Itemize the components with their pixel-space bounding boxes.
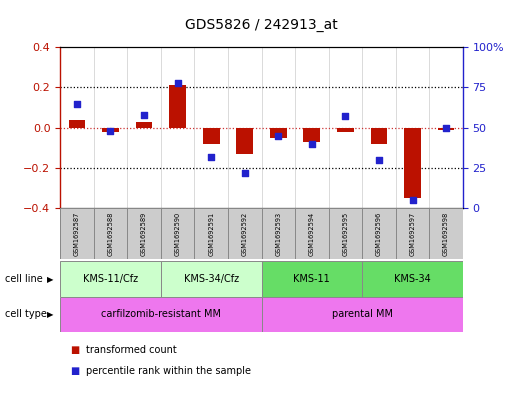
Text: GSM1692595: GSM1692595 <box>343 212 348 256</box>
Text: GSM1692592: GSM1692592 <box>242 212 248 256</box>
Bar <box>94 208 127 259</box>
Point <box>207 154 215 160</box>
Text: GSM1692596: GSM1692596 <box>376 212 382 256</box>
Bar <box>303 128 320 142</box>
Bar <box>295 208 328 259</box>
Text: GSM1692587: GSM1692587 <box>74 212 80 256</box>
Point <box>375 157 383 163</box>
Bar <box>169 85 186 128</box>
Bar <box>262 208 295 259</box>
Text: GSM1692591: GSM1692591 <box>208 212 214 256</box>
Bar <box>362 261 463 297</box>
Point <box>241 170 249 176</box>
Text: cell type: cell type <box>5 309 47 320</box>
Text: GSM1692597: GSM1692597 <box>410 212 415 256</box>
Bar <box>69 119 85 128</box>
Text: GSM1692588: GSM1692588 <box>108 212 113 256</box>
Bar <box>328 208 362 259</box>
Text: GSM1692594: GSM1692594 <box>309 212 315 256</box>
Text: KMS-34/Cfz: KMS-34/Cfz <box>184 274 238 284</box>
Text: KMS-11/Cfz: KMS-11/Cfz <box>83 274 138 284</box>
Point <box>174 79 182 86</box>
Text: GDS5826 / 242913_at: GDS5826 / 242913_at <box>185 18 338 32</box>
Text: ▶: ▶ <box>47 310 53 319</box>
Bar <box>270 128 287 138</box>
Text: GSM1692590: GSM1692590 <box>175 212 180 256</box>
Bar <box>135 122 152 128</box>
Point <box>442 125 450 131</box>
Bar <box>236 128 253 154</box>
Bar <box>161 261 262 297</box>
Text: ▶: ▶ <box>47 275 53 283</box>
Bar <box>60 208 94 259</box>
Bar <box>362 208 396 259</box>
Bar <box>337 128 354 132</box>
Point <box>73 101 81 107</box>
Text: GSM1692598: GSM1692598 <box>443 212 449 256</box>
Bar <box>195 208 228 259</box>
Bar <box>127 208 161 259</box>
Point <box>274 132 282 139</box>
Text: parental MM: parental MM <box>332 309 393 320</box>
Point <box>341 113 349 119</box>
Bar <box>262 261 362 297</box>
Text: ■: ■ <box>71 345 80 355</box>
Bar <box>438 128 454 130</box>
Text: GSM1692589: GSM1692589 <box>141 212 147 256</box>
Bar <box>371 128 388 144</box>
Bar <box>102 128 119 132</box>
Bar <box>404 128 421 198</box>
Text: cell line: cell line <box>5 274 43 284</box>
Bar <box>228 208 262 259</box>
Bar <box>262 297 463 332</box>
Bar <box>161 208 195 259</box>
Text: percentile rank within the sample: percentile rank within the sample <box>86 366 251 376</box>
Point <box>408 197 417 204</box>
Point <box>106 128 115 134</box>
Bar <box>396 208 429 259</box>
Text: KMS-11: KMS-11 <box>293 274 330 284</box>
Point <box>140 112 148 118</box>
Point <box>308 141 316 147</box>
Bar <box>429 208 463 259</box>
Bar <box>60 261 161 297</box>
Text: ■: ■ <box>71 366 80 376</box>
Text: carfilzomib-resistant MM: carfilzomib-resistant MM <box>101 309 221 320</box>
Text: transformed count: transformed count <box>86 345 177 355</box>
Text: KMS-34: KMS-34 <box>394 274 431 284</box>
Bar <box>203 128 220 144</box>
Text: GSM1692593: GSM1692593 <box>275 212 281 256</box>
Bar <box>60 297 262 332</box>
